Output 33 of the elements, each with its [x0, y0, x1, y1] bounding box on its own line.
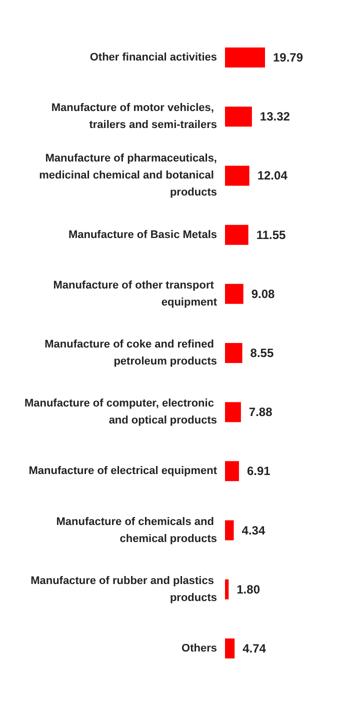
data-label: 7.88 [248, 405, 273, 420]
bar [225, 106, 252, 127]
bar [225, 461, 239, 482]
bar [225, 520, 234, 540]
bar [225, 638, 235, 658]
y-tick-label: Manufacture of pharmaceuticals,medicinal chemical and botanical products [39, 152, 217, 199]
y-tick-label: Manufacture of Basic Metals [68, 228, 217, 241]
bar [225, 284, 244, 304]
y-tick-label: Manufacture of rubber and plastics products [30, 574, 217, 604]
bar [225, 224, 248, 245]
bar [225, 166, 250, 186]
y-tick-label: Others [182, 642, 217, 654]
data-label: 6.91 [246, 464, 271, 478]
data-label: 4.34 [242, 523, 266, 538]
y-tick-label: Other financial activities [90, 52, 217, 64]
y-tick-label: Manufacture of other transport equipment [53, 279, 218, 308]
data-label: 4.74 [242, 641, 266, 656]
y-tick-label: Manufacture of electrical equipment [28, 465, 218, 478]
bar [225, 343, 242, 363]
data-label: 11.55 [256, 228, 286, 242]
y-tick-label: Manufacture of chemicals and chemical products [56, 516, 217, 545]
y-tick-label: Manufacture of coke and refined petroleum products [44, 338, 217, 368]
data-label: 1.80 [236, 582, 260, 596]
bar [225, 48, 265, 68]
data-label: 12.04 [257, 168, 288, 183]
y-tick-label: Manufacture of computer, electronic and optical products [24, 398, 217, 427]
bar [225, 579, 229, 600]
data-label: 8.55 [250, 346, 274, 360]
bar [225, 402, 241, 422]
data-label: 9.08 [251, 286, 276, 301]
y-tick-label: Manufacture of motor vehicles, trailers and semi-trailers [51, 102, 217, 132]
data-label: 19.79 [273, 50, 304, 65]
data-label: 13.32 [260, 110, 290, 124]
